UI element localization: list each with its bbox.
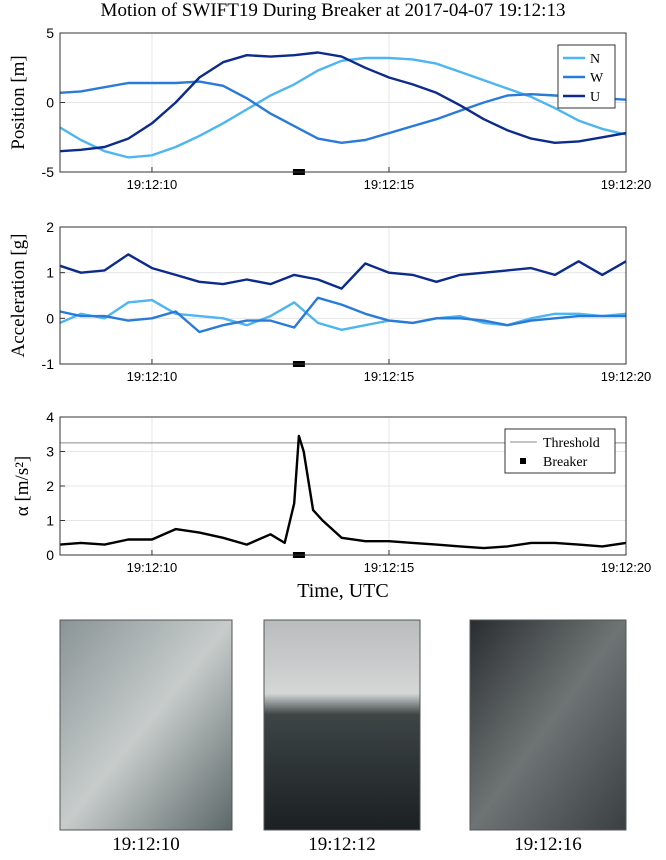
x-tick-label: 19:12:20 — [601, 177, 652, 192]
y-tick-label: 5 — [46, 25, 54, 41]
photo-caption: 19:12:12 — [308, 834, 376, 855]
legend-label: Breaker — [543, 455, 588, 470]
data-line — [59, 80, 627, 144]
axes-box — [59, 32, 627, 173]
x-tick-label: 19:12:20 — [601, 369, 652, 384]
photo-caption: 19:12:16 — [514, 834, 582, 855]
data-line — [59, 298, 627, 331]
y-tick-label: 2 — [46, 219, 54, 235]
x-tick-label: 19:12:15 — [364, 177, 415, 192]
legend-label: W — [590, 71, 604, 86]
y-tick-label: -5 — [42, 164, 55, 180]
y-tick-label: 0 — [46, 95, 54, 111]
x-axis-label: Time, UTC — [297, 580, 389, 602]
legend-label: N — [590, 52, 600, 67]
y-axis-label: Acceleration [g] — [8, 234, 29, 358]
y-tick-label: 0 — [46, 310, 54, 326]
y-tick-label: 0 — [46, 547, 54, 563]
y-tick-label: 3 — [46, 444, 54, 460]
x-tick-label: 19:12:15 — [364, 369, 415, 384]
data-line — [59, 51, 627, 153]
y-tick-label: 1 — [46, 265, 54, 281]
photo — [59, 619, 233, 831]
photo-caption: 19:12:10 — [112, 834, 180, 855]
plot-area — [60, 227, 626, 364]
y-tick-label: 1 — [46, 513, 54, 529]
x-tick-label: 19:12:10 — [127, 369, 178, 384]
axes-box — [59, 416, 627, 556]
x-tick-label: 19:12:20 — [601, 560, 652, 575]
y-tick-label: -1 — [42, 356, 55, 372]
data-line — [59, 253, 627, 290]
legend-box — [504, 428, 616, 474]
y-tick-label: 4 — [46, 409, 54, 425]
data-line — [59, 56, 627, 159]
photo — [263, 619, 421, 831]
x-tick-label: 19:12:15 — [364, 560, 415, 575]
axes-box — [59, 226, 627, 365]
legend-symbol — [520, 458, 526, 464]
x-tick-label: 19:12:10 — [127, 177, 178, 192]
data-line — [59, 434, 627, 550]
data-line — [59, 296, 626, 334]
title: Motion of SWIFT19 During Breaker at 2017… — [101, 0, 566, 21]
photo — [469, 619, 627, 831]
x-tick-label: 19:12:10 — [127, 560, 178, 575]
y-axis-label: α [m/s²] — [12, 456, 33, 517]
legend-label: Threshold — [543, 436, 600, 451]
legend-label: U — [590, 90, 600, 105]
y-axis-label: Position [m] — [8, 55, 29, 149]
y-tick-label: 2 — [46, 478, 54, 494]
